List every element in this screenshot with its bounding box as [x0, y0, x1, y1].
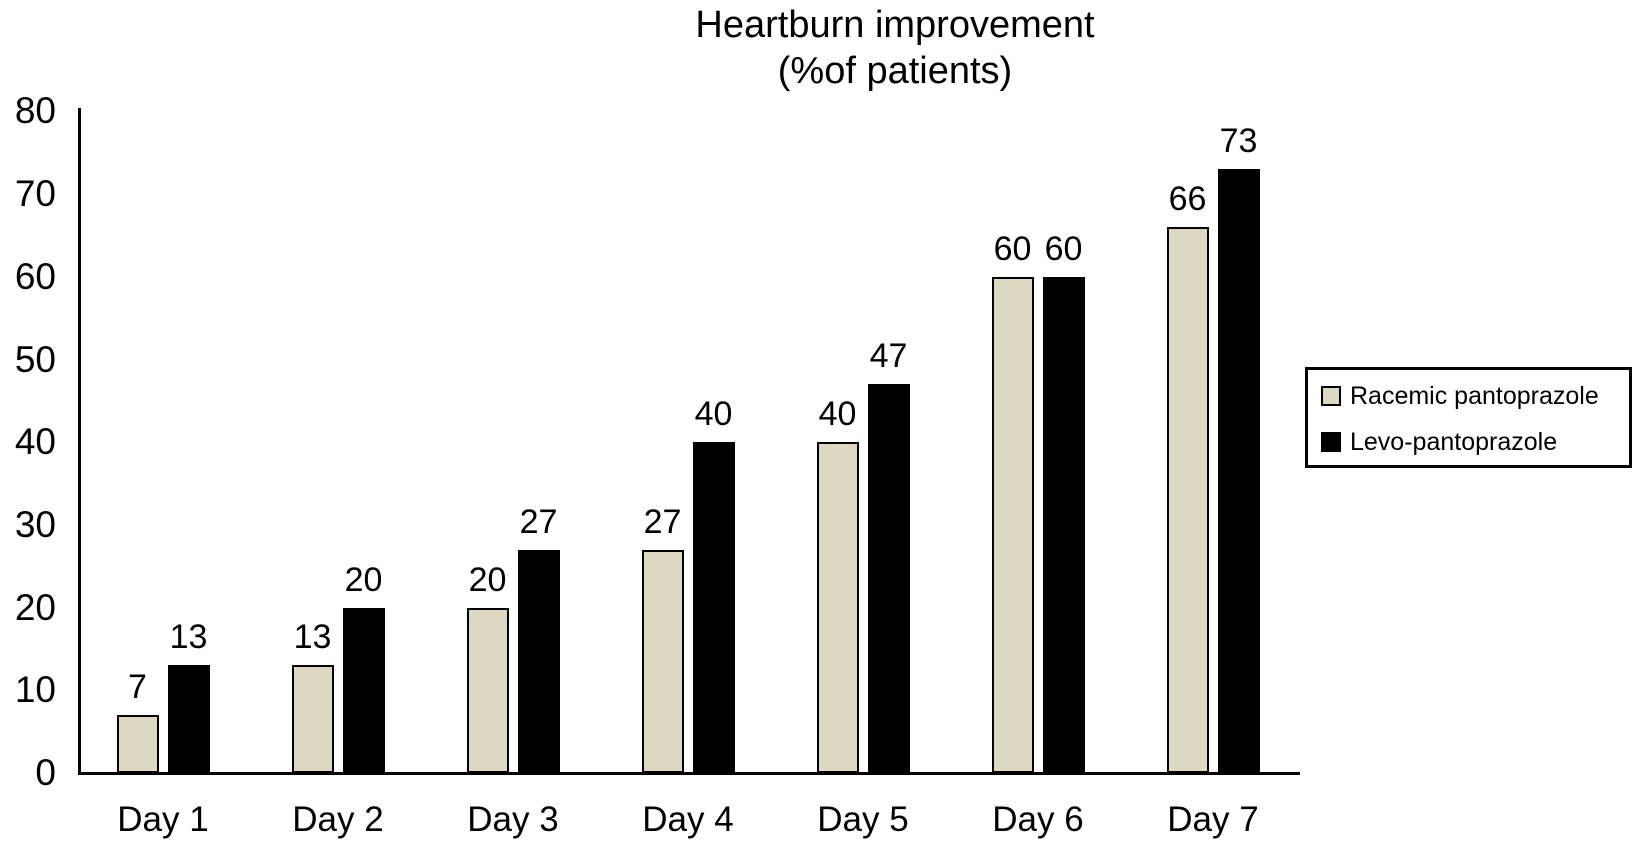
bar-levo-day-3	[517, 550, 560, 773]
bar-value-label: 13	[293, 618, 332, 656]
bar-levo-day-7	[1217, 169, 1260, 773]
legend-item-levo: Levo-pantoprazole	[1321, 427, 1558, 456]
chart-title: Heartburn improvement	[695, 4, 1095, 46]
chart-subtitle: (%of patients)	[777, 50, 1013, 92]
legend-label-racemic-pantoprazole: Racemic pantoprazole	[1350, 381, 1599, 410]
bar-value-label: 27	[519, 503, 558, 541]
y-tick-label: 0	[35, 752, 56, 793]
bar-value-label: 7	[128, 668, 147, 706]
y-tick-label: 50	[14, 338, 56, 380]
y-tick-label: 10	[14, 669, 56, 711]
legend: Racemic pantoprazole Levo-pantoprazole	[1305, 367, 1632, 468]
bar-racemic-day-4	[641, 550, 684, 773]
bar-racemic-day-2	[291, 665, 334, 773]
y-tick-label: 30	[14, 503, 56, 545]
bar-levo-day-1	[167, 665, 210, 773]
bar-levo-day-2	[342, 608, 385, 773]
y-tick-label: 70	[14, 173, 56, 215]
y-axis	[78, 108, 81, 775]
bar-value-label: 40	[694, 395, 733, 433]
bar-value-label: 13	[169, 618, 208, 656]
bar-levo-day-4	[692, 442, 735, 773]
bar-value-label: 40	[818, 395, 857, 433]
bar-levo-day-6	[1042, 277, 1085, 773]
bar-value-label: 20	[344, 561, 383, 599]
bar-racemic-day-7	[1166, 227, 1209, 773]
bar-racemic-day-1	[116, 715, 159, 773]
x-tick-label: Day 7	[1167, 800, 1259, 839]
chart-title-block: Heartburn improvement (%of patients)	[575, 2, 1215, 94]
legend-swatch-racemic-pantoprazole	[1321, 386, 1341, 406]
x-tick-label: Day 2	[292, 800, 384, 839]
bar-value-label: 73	[1219, 122, 1258, 160]
bar-value-label: 60	[1044, 230, 1083, 268]
x-axis	[78, 772, 1300, 775]
legend-swatch-levo-pantoprazole	[1321, 432, 1341, 452]
x-tick-label: Day 6	[992, 800, 1084, 839]
bar-value-label: 47	[869, 337, 908, 375]
bar-racemic-day-5	[816, 442, 859, 773]
bar-racemic-day-3	[466, 608, 509, 773]
x-tick-label: Day 3	[467, 800, 559, 839]
y-tick-label: 80	[14, 90, 56, 132]
legend-item-racemic: Racemic pantoprazole	[1321, 381, 1599, 410]
x-tick-label: Day 5	[817, 800, 909, 839]
y-tick-label: 20	[14, 586, 56, 628]
bar-racemic-day-6	[991, 277, 1034, 773]
bar-value-label: 66	[1168, 180, 1207, 218]
bar-value-label: 20	[468, 561, 507, 599]
bar-value-label: 27	[643, 503, 682, 541]
x-tick-label: Day 4	[642, 800, 734, 839]
x-tick-label: Day 1	[117, 800, 209, 839]
legend-label-levo-pantoprazole: Levo-pantoprazole	[1350, 427, 1558, 456]
y-tick-label: 60	[14, 255, 56, 297]
bar-levo-day-5	[867, 384, 910, 773]
y-tick-label: 40	[14, 421, 56, 463]
bar-value-label: 60	[993, 230, 1032, 268]
